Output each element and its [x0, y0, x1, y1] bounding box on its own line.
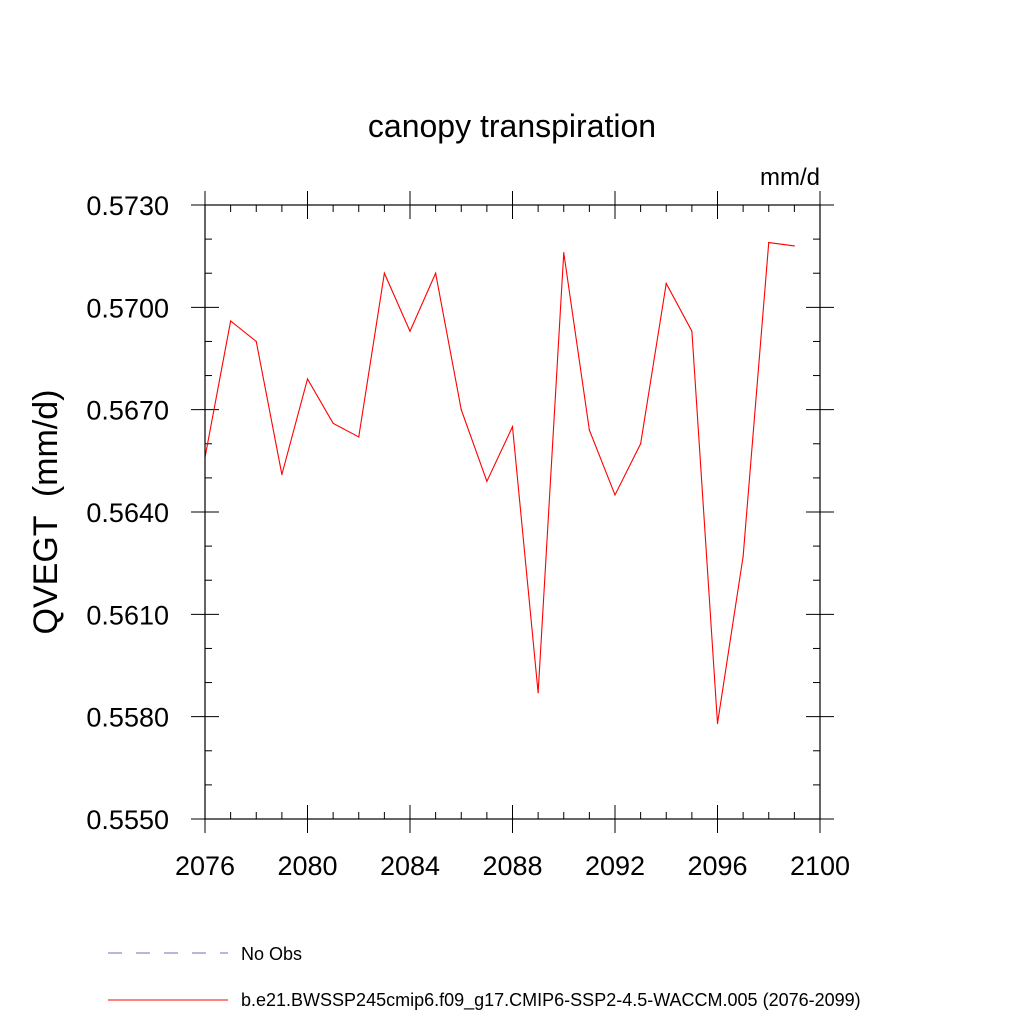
x-tick-label: 2076: [175, 851, 235, 881]
y-tick-label: 0.5640: [86, 498, 169, 528]
units-label: mm/d: [760, 164, 820, 191]
chart-title: canopy transpiration: [368, 108, 656, 144]
series-layer: [204, 241, 795, 725]
data-point: [537, 692, 539, 694]
data-point: [640, 443, 642, 445]
legend-label-no-obs: No Obs: [241, 944, 302, 964]
data-point: [409, 330, 411, 332]
data-point: [383, 272, 385, 274]
plot-frame: [204, 204, 821, 820]
data-point: [230, 320, 232, 322]
x-tick-label: 2084: [380, 851, 440, 881]
x-tick-labels: 2076 2080 2084 2088 2092 2096 2100: [175, 851, 850, 881]
data-point: [563, 252, 565, 254]
data-point: [281, 473, 283, 476]
data-point: [742, 555, 744, 557]
data-point: [614, 494, 616, 496]
legend: No Obs b.e21.BWSSP245cmip6.f09_g17.CMIP6…: [108, 944, 861, 1011]
minor-ticks: [205, 205, 820, 819]
data-point: [255, 340, 257, 343]
x-tick-label: 2100: [790, 851, 850, 881]
data-point: [486, 480, 488, 482]
data-point: [768, 241, 770, 244]
data-point: [691, 330, 693, 332]
x-tick-label: 2092: [585, 851, 645, 881]
data-point: [511, 426, 514, 428]
y-tick-labels: 0.5550 0.5580 0.5610 0.5640 0.5670 0.5700 0.57…: [86, 191, 169, 835]
y-tick-label: 0.5610: [86, 600, 169, 630]
data-point: [588, 429, 590, 431]
x-tick-label: 2088: [482, 851, 542, 881]
major-ticks: [191, 191, 834, 833]
y-tick-label: 0.5670: [86, 396, 169, 426]
data-point: [716, 722, 719, 725]
x-tick-label: 2096: [687, 851, 747, 881]
data-point: [435, 272, 437, 274]
y-tick-label: 0.5550: [86, 805, 169, 835]
data-point: [665, 282, 667, 285]
y-tick-label: 0.5730: [86, 191, 169, 221]
y-axis-label: QVEGT (mm/d): [27, 390, 65, 635]
data-point: [460, 409, 462, 411]
data-point: [306, 378, 309, 380]
data-point: [332, 422, 334, 424]
y-tick-label: 0.5580: [86, 703, 169, 733]
x-tick-label: 2080: [277, 851, 337, 881]
y-tick-label: 0.5700: [86, 293, 169, 323]
legend-label-model: b.e21.BWSSP245cmip6.f09_g17.CMIP6-SSP2-4…: [241, 990, 861, 1011]
data-point: [793, 245, 795, 247]
data-point: [358, 436, 360, 438]
series-line: [204, 241, 795, 724]
